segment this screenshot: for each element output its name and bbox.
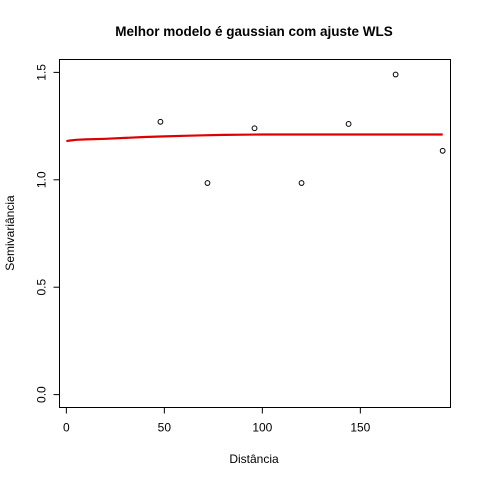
data-point: [298, 180, 305, 186]
x-axis-label: Distância: [229, 452, 279, 466]
y-tick-label: 1.5: [35, 64, 49, 81]
y-tick-label: 0.5: [35, 279, 49, 296]
data-point: [392, 71, 399, 78]
series-layer: [66, 71, 446, 186]
fitted-model-line: [66, 133, 443, 143]
y-axis-label: Semivariância: [3, 195, 17, 271]
data-point: [157, 118, 164, 125]
x-tick-label: 150: [350, 421, 370, 435]
y-tick-label: 0.0: [35, 386, 49, 403]
x-tick-label: 100: [252, 421, 272, 435]
x-tick-label: 0: [63, 421, 70, 435]
x-axis: 0 50 100 150: [63, 407, 371, 435]
data-point: [345, 121, 352, 127]
data-point: [439, 147, 446, 154]
chart-title: Melhor modelo é gaussian com ajuste WLS: [115, 24, 393, 39]
x-tick-label: 50: [158, 421, 172, 435]
data-point: [204, 180, 211, 186]
y-axis: 0.0 0.5 1.0 1.5: [35, 64, 60, 403]
y-tick-label: 1.0: [35, 171, 49, 188]
data-point: [251, 125, 258, 132]
